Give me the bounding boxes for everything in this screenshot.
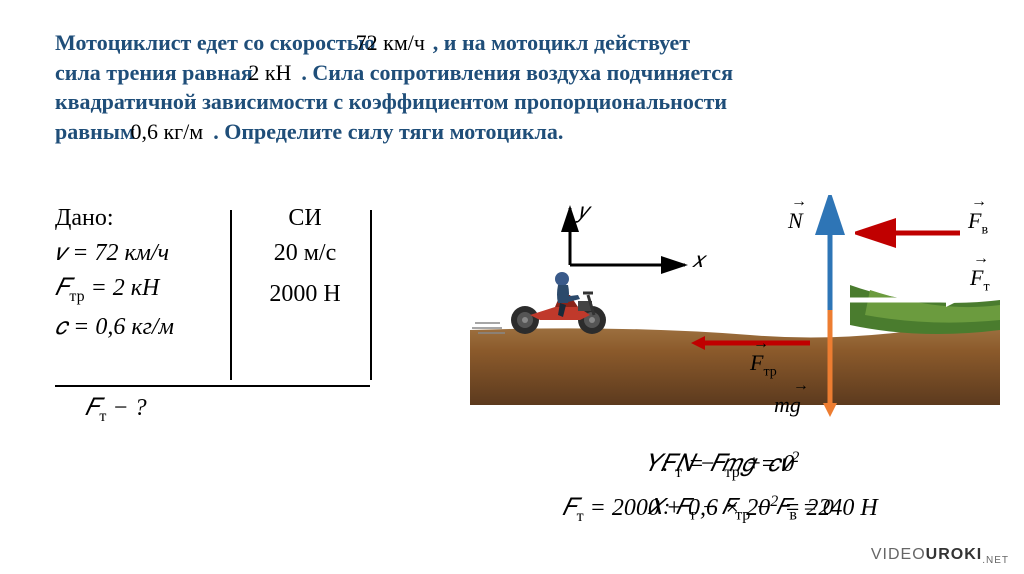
- force-ft-label: Fт: [970, 265, 990, 295]
- equation-y-and-formula: 𝑌: 𝑁 − 𝑚𝑔 = 0 𝐹т = 𝐹тр + 𝑐𝑣2: [646, 445, 795, 483]
- vertical-divider-2: [370, 210, 372, 380]
- watermark-logo: VIDEOUROKI.NET: [871, 546, 1009, 566]
- friction-overlay: 2 кН 2кН: [258, 60, 301, 85]
- solution-equations: 𝑌: 𝑁 − 𝑚𝑔 = 0 𝐹т = 𝐹тр + 𝑐𝑣2 𝐹т = 2000 +…: [455, 445, 985, 530]
- problem-line2a: сила трения равная: [55, 60, 253, 85]
- problem-line4a: равным: [55, 119, 135, 144]
- y-axis-label: 𝑦: [578, 198, 588, 224]
- force-n-label: N: [788, 208, 803, 234]
- question-line: 𝐹т − ?: [85, 395, 147, 426]
- problem-line1b: , и на мотоцикл действует: [433, 30, 690, 55]
- problem-line1a: Мотоциклист едет со скоростью: [55, 30, 375, 55]
- problem-line3: квадратичной зависимости с коэффициентом…: [55, 89, 727, 114]
- force-mg-arrow: [810, 305, 850, 420]
- problem-statement: Мотоциклист едет со скоростью 72 км/ч 72…: [55, 28, 975, 147]
- coeff-overlay: 0,6 кг/м 0,6кг/м: [140, 119, 213, 144]
- si-label: СИ: [250, 205, 360, 232]
- horizontal-divider: [55, 385, 370, 387]
- si-section: СИ 20 м/с 2000 Н: [250, 205, 360, 308]
- force-ftr-label: Fтр: [750, 350, 777, 380]
- equation-x-and-result: 𝐹т = 2000 + 0,6 × 202 = 2240 Н 𝑋: 𝐹т − 𝐹…: [455, 489, 985, 529]
- si-friction: 2000 Н: [250, 281, 360, 308]
- si-velocity: 20 м/с: [250, 240, 360, 267]
- problem-line4b: . Определите силу тяги мотоцикла.: [213, 119, 563, 144]
- force-ft-arrow: [830, 285, 965, 315]
- problem-line2b: . Сила сопротивления воздуха подчиняется: [301, 60, 733, 85]
- given-coefficient: 𝑐 = 0,6 кг/м: [55, 314, 395, 341]
- vertical-divider-1: [230, 210, 232, 380]
- force-fv-label: Fв: [968, 208, 988, 238]
- force-fv-arrow: [855, 218, 965, 248]
- speed-overlay: 72 км/ч 72км: [381, 30, 433, 55]
- force-diagram: 𝑦 𝑥 N Fв Fт Fтр mg: [470, 200, 1000, 430]
- force-mg-label: mg: [774, 392, 801, 418]
- x-axis-label: 𝑥: [692, 247, 704, 273]
